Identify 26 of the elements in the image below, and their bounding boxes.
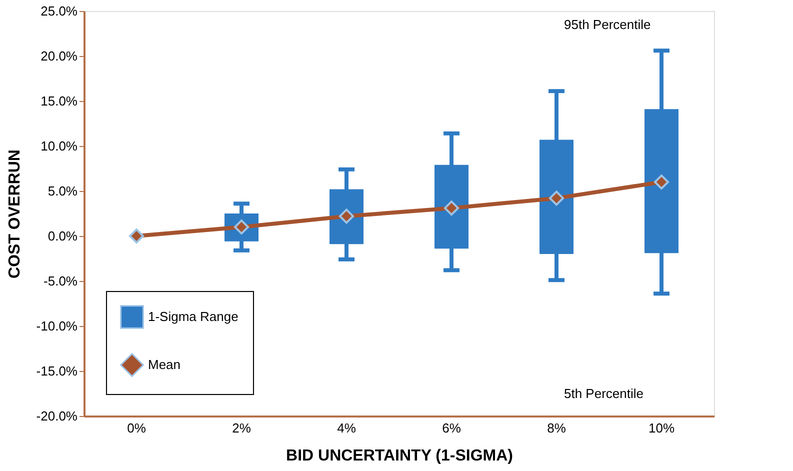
x-tick-label: 4% [337,420,356,436]
y-tick-label: -10.0% [36,318,78,334]
annotation: 5th Percentile [564,386,644,401]
y-tick-label: 10.0% [40,138,78,154]
y-tick-label: 0.0% [48,228,78,244]
x-axis-title: BID UNCERTAINTY (1-SIGMA) [286,448,513,464]
annotation: 95th Percentile [564,17,651,32]
y-tick-label: -15.0% [36,364,78,378]
x-tick-label: 6% [442,420,462,436]
x-tick-label: 8% [547,420,566,436]
y-tick-label: -20.0% [36,408,78,424]
legend-label: Mean [148,357,181,372]
point [548,190,564,206]
y-tick-label: -5.0% [44,274,78,288]
point [654,174,670,190]
y-axis-title: COST OVERRUN [6,150,24,278]
legend-label: 1-Sigma Range [148,309,238,324]
x-tick-label: 0% [127,420,146,436]
x-tick-label: 10% [648,420,675,436]
point [444,200,460,216]
y-tick-label: 25.0% [40,4,78,18]
point [128,228,144,244]
y-tick-label: 15.0% [40,94,78,108]
x-tick-label: 2% [232,420,252,436]
y-tick-label: 20.0% [40,48,78,64]
y-tick-label: 5.0% [48,184,78,198]
